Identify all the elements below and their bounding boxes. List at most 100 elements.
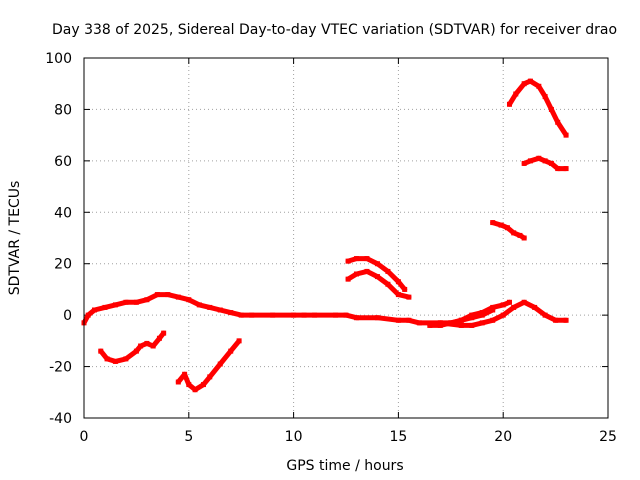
series-band: [98, 330, 167, 364]
series-track-high-40: [490, 220, 527, 241]
data-point: [353, 315, 359, 321]
data-point: [469, 322, 475, 328]
data-point: [517, 232, 523, 238]
y-tick-labels: -40 -20 0 20 40 60 80 100: [45, 51, 72, 427]
data-point: [563, 132, 569, 138]
data-point: [506, 299, 512, 305]
series-track-dip-mid: [175, 338, 242, 393]
data-point: [364, 268, 370, 274]
data-point: [500, 312, 506, 318]
data-point: [207, 304, 213, 310]
x-tick-label: 5: [184, 429, 193, 445]
data-point: [416, 320, 422, 326]
data-point: [236, 338, 242, 344]
plot-data: [81, 78, 569, 393]
data-point: [479, 320, 485, 326]
data-point: [563, 317, 569, 323]
data-point: [91, 307, 97, 313]
data-point: [506, 101, 512, 107]
data-point: [138, 343, 144, 349]
x-tick-label: 10: [285, 429, 303, 445]
y-tick-label: 100: [45, 51, 72, 67]
data-point: [406, 317, 412, 323]
data-point: [521, 235, 527, 241]
series-track-low-b: [427, 299, 512, 328]
data-point: [527, 158, 533, 164]
data-point: [490, 304, 496, 310]
data-point: [186, 297, 192, 303]
data-point: [521, 299, 527, 305]
data-point: [374, 315, 380, 321]
data-point: [542, 312, 548, 318]
data-point: [406, 294, 412, 300]
data-point: [238, 312, 244, 318]
series-band: [507, 78, 569, 138]
data-point: [385, 268, 391, 274]
x-tick-label: 20: [494, 429, 512, 445]
data-point: [374, 274, 380, 280]
data-point: [458, 317, 464, 323]
data-point: [563, 166, 569, 172]
data-point: [182, 371, 188, 377]
data-point: [345, 258, 351, 264]
y-tick-label: 40: [54, 205, 72, 221]
data-point: [165, 292, 171, 298]
data-point: [458, 322, 464, 328]
data-point: [312, 312, 318, 318]
data-point: [437, 322, 443, 328]
data-point: [536, 155, 542, 161]
data-point: [402, 286, 408, 292]
data-point: [511, 230, 517, 236]
data-point: [511, 304, 517, 310]
data-point: [513, 91, 519, 97]
data-point: [217, 361, 223, 367]
y-axis-label: SDTVAR / TECUs: [7, 181, 23, 296]
data-point: [144, 297, 150, 303]
data-point: [521, 160, 527, 166]
data-point: [175, 294, 181, 300]
data-point: [144, 340, 150, 346]
data-point: [542, 158, 548, 164]
data-point: [104, 356, 110, 362]
data-point: [228, 310, 234, 316]
y-tick-label: 20: [54, 257, 72, 273]
x-tick-labels: 0 5 10 15 20 25: [80, 429, 617, 445]
data-point: [291, 312, 297, 318]
data-point: [521, 81, 527, 87]
data-point: [490, 317, 496, 323]
data-point: [123, 299, 129, 305]
data-point: [395, 279, 401, 285]
y-tick-label: -40: [49, 411, 72, 427]
data-point: [133, 299, 139, 305]
data-point: [548, 106, 554, 112]
x-tick-label: 15: [389, 429, 407, 445]
series-track-high-60: [521, 155, 569, 172]
x-tick-label: 0: [80, 429, 89, 445]
chart-title: Day 338 of 2025, Sidereal Day-to-day VTE…: [52, 22, 617, 38]
data-point: [353, 271, 359, 277]
data-point: [150, 343, 156, 349]
y-tick-label: 80: [54, 102, 72, 118]
data-point: [385, 281, 391, 287]
data-point: [154, 292, 160, 298]
data-point: [490, 220, 496, 226]
data-point: [98, 348, 104, 354]
data-point: [85, 312, 91, 318]
plot-frame: [83, 57, 609, 419]
data-point: [374, 261, 380, 267]
data-point: [175, 379, 181, 385]
data-point: [186, 382, 192, 388]
y-tick-label: -20: [49, 360, 72, 376]
data-point: [353, 256, 359, 262]
data-point: [270, 312, 276, 318]
data-point: [364, 256, 370, 262]
series-track-main: [81, 292, 569, 328]
data-point: [427, 322, 433, 328]
data-point: [553, 317, 559, 323]
data-point: [395, 317, 401, 323]
data-point: [527, 78, 533, 84]
data-point: [112, 358, 118, 364]
y-tick-label: 60: [54, 154, 72, 170]
x-tick-label: 25: [599, 429, 617, 445]
